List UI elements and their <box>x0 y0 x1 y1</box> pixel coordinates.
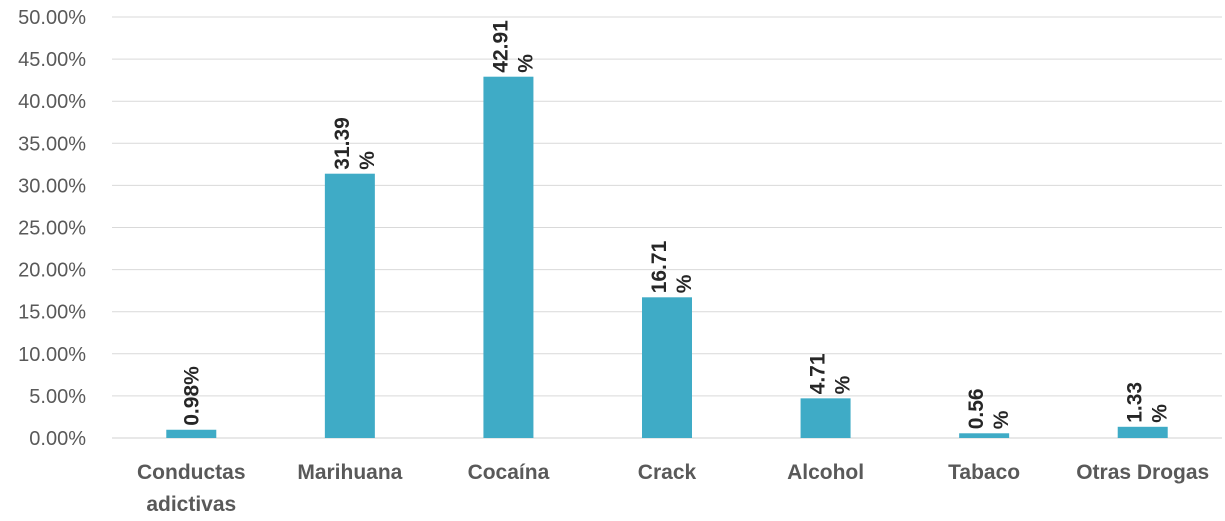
y-tick-label: 30.00% <box>18 175 86 197</box>
x-tick-label-line: Alcohol <box>787 461 864 484</box>
data-label: 0.98% <box>180 366 203 426</box>
y-tick-label: 0.00% <box>29 428 86 450</box>
data-label-line: % <box>356 151 379 170</box>
y-tick-label: 35.00% <box>18 133 86 155</box>
y-tick-label: 45.00% <box>18 49 86 71</box>
data-label: 1.33% <box>1124 382 1172 423</box>
x-tick-label-line: Crack <box>638 461 697 484</box>
data-labels: 0.98%31.39 %42.91 %16.71 %4.71 %0.56% 1.33% <box>180 20 1171 429</box>
data-label: 31.39% <box>331 117 379 170</box>
data-label-line: 42.91 <box>489 20 512 73</box>
y-tick-label: 40.00% <box>18 91 86 113</box>
x-tick-label-line: Otras Drogas <box>1076 461 1209 484</box>
y-tick-label: 50.00% <box>18 7 86 29</box>
data-label: 42.91% <box>489 20 537 73</box>
bar <box>1117 426 1168 438</box>
bar <box>324 173 375 438</box>
x-tick-label-line: Tabaco <box>948 461 1020 484</box>
bar <box>800 398 851 438</box>
data-label: 16.71% <box>648 240 696 293</box>
x-tick-label: Alcohol <box>787 461 864 484</box>
x-tick-label: Conductas adictivas <box>137 461 246 516</box>
x-tick-label-line: Marihuana <box>297 461 402 484</box>
data-label-line: 0.56 <box>965 388 988 429</box>
data-label-line: % <box>673 274 696 293</box>
bar <box>483 76 534 438</box>
data-label: 4.71% <box>807 353 855 394</box>
y-tick-label: 25.00% <box>18 218 86 240</box>
y-tick-label: 10.00% <box>18 344 86 366</box>
x-tick-label: Crack <box>638 461 697 484</box>
data-label-line: % <box>514 54 537 73</box>
bars <box>166 76 1168 438</box>
bar <box>959 433 1010 438</box>
x-tick-label-line: adictivas <box>146 493 236 516</box>
data-label-line: % <box>990 410 1013 429</box>
x-tick-label: Tabaco <box>948 461 1020 484</box>
x-axis-ticks: Conductas adictivas Marihuana Cocaína Crack A… <box>137 461 1209 516</box>
data-label-line: % <box>1149 404 1172 423</box>
gridlines <box>112 16 1222 439</box>
y-tick-label: 20.00% <box>18 260 86 282</box>
data-label-line: % <box>832 375 855 394</box>
data-label-line: 4.71 <box>807 353 830 394</box>
x-tick-label-line: Cocaína <box>468 461 550 484</box>
bar <box>642 297 692 438</box>
data-label: 0.56% <box>965 388 1013 429</box>
bar <box>166 429 217 438</box>
y-tick-label: 5.00% <box>29 386 86 408</box>
data-label-line: 31.39 <box>331 117 354 170</box>
data-label-line: 0.98% <box>180 366 203 426</box>
y-tick-label: 15.00% <box>18 302 86 324</box>
x-tick-label: Marihuana <box>297 461 402 484</box>
y-axis-ticks: 0.00% 5.00% 10.00% 15.00% 20.00% 25.00% 30.00%… <box>18 7 86 450</box>
x-tick-label-line: Conductas <box>137 461 246 484</box>
data-label-line: 16.71 <box>648 240 671 293</box>
x-tick-label: Otras Drogas <box>1076 461 1209 484</box>
x-tick-label: Cocaína <box>468 461 550 484</box>
data-label-line: 1.33 <box>1124 382 1147 423</box>
